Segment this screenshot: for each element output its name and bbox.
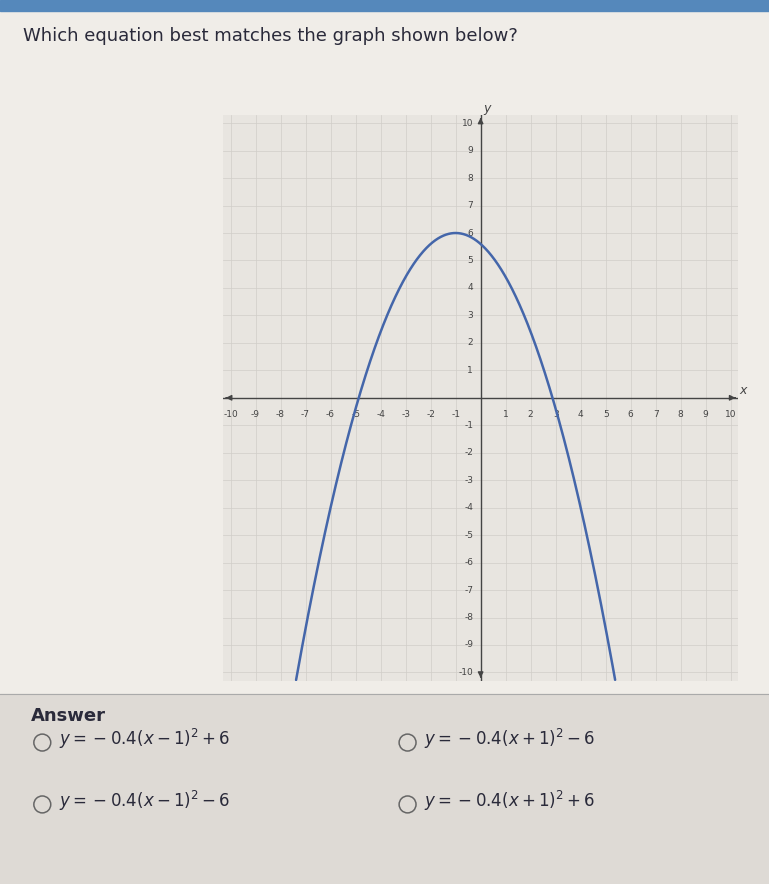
Text: 4: 4: [468, 284, 473, 293]
Text: -6: -6: [464, 558, 473, 567]
Text: -2: -2: [426, 410, 435, 419]
Text: -8: -8: [276, 410, 285, 419]
Text: 10: 10: [725, 410, 737, 419]
Text: -7: -7: [464, 585, 473, 595]
Text: -5: -5: [464, 530, 473, 539]
Text: -1: -1: [464, 421, 473, 430]
Text: -6: -6: [326, 410, 335, 419]
Text: -10: -10: [223, 410, 238, 419]
Text: -3: -3: [464, 476, 473, 484]
Text: 2: 2: [468, 339, 473, 347]
Text: 3: 3: [468, 311, 473, 320]
Text: 6: 6: [628, 410, 634, 419]
Text: 2: 2: [528, 410, 534, 419]
Text: 6: 6: [468, 229, 473, 238]
Text: 4: 4: [578, 410, 584, 419]
Text: $y = -0.4(x + 1)^2 + 6$: $y = -0.4(x + 1)^2 + 6$: [424, 789, 596, 813]
Text: 3: 3: [553, 410, 558, 419]
Text: 5: 5: [468, 256, 473, 265]
Text: -9: -9: [464, 641, 473, 650]
Text: $y = -0.4(x - 1)^2 - 6$: $y = -0.4(x - 1)^2 - 6$: [59, 789, 231, 813]
Text: 10: 10: [461, 118, 473, 127]
Text: -7: -7: [301, 410, 310, 419]
Text: 1: 1: [503, 410, 508, 419]
Text: y: y: [483, 102, 491, 115]
Text: $y = -0.4(x - 1)^2 + 6$: $y = -0.4(x - 1)^2 + 6$: [59, 728, 231, 751]
Text: 8: 8: [677, 410, 684, 419]
Text: Answer: Answer: [31, 707, 106, 725]
Text: -4: -4: [464, 503, 473, 512]
Text: -10: -10: [458, 668, 473, 677]
Text: -3: -3: [401, 410, 410, 419]
Text: $y = -0.4(x + 1)^2 - 6$: $y = -0.4(x + 1)^2 - 6$: [424, 728, 596, 751]
Text: -4: -4: [376, 410, 385, 419]
Text: -2: -2: [464, 448, 473, 457]
Text: 1: 1: [468, 366, 473, 375]
Text: Which equation best matches the graph shown below?: Which equation best matches the graph sh…: [23, 27, 518, 44]
Text: 8: 8: [468, 173, 473, 183]
Text: 9: 9: [703, 410, 708, 419]
Text: x: x: [740, 385, 747, 398]
Text: 7: 7: [468, 201, 473, 210]
Text: 7: 7: [653, 410, 658, 419]
Text: 9: 9: [468, 146, 473, 155]
Text: -8: -8: [464, 613, 473, 622]
Text: 5: 5: [603, 410, 608, 419]
Text: -9: -9: [251, 410, 260, 419]
Text: -5: -5: [351, 410, 360, 419]
Text: -1: -1: [451, 410, 460, 419]
